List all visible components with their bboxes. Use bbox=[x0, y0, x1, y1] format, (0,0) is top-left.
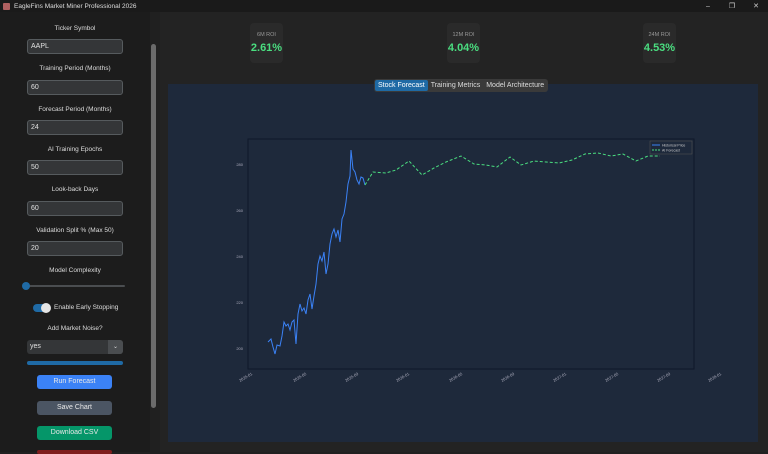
historical-price-line bbox=[267, 149, 366, 355]
app-icon bbox=[3, 2, 10, 10]
validation-split-input[interactable]: 20 bbox=[27, 241, 123, 256]
svg-text:260: 260 bbox=[236, 208, 243, 213]
y-axis: 280 260 240 220 200 bbox=[236, 162, 243, 351]
svg-text:2026-05: 2026-05 bbox=[448, 371, 464, 383]
progress-bar bbox=[27, 361, 123, 365]
market-noise-select[interactable]: yes bbox=[27, 340, 123, 354]
forecast-period-input[interactable]: 24 bbox=[27, 120, 123, 135]
roi-label: 12M ROI bbox=[452, 32, 475, 38]
roi-card-12m: 12M ROI 4.04% bbox=[447, 23, 480, 63]
restore-button[interactable]: ❐ bbox=[728, 3, 736, 10]
forecast-period-label: Forecast Period (Months) bbox=[38, 106, 112, 113]
svg-text:AI Forecast: AI Forecast bbox=[662, 149, 680, 153]
roi-label: 6M ROI bbox=[257, 32, 276, 38]
ticker-input[interactable]: AAPL bbox=[27, 39, 123, 54]
roi-card-6m: 6M ROI 2.61% bbox=[250, 23, 283, 63]
x-axis: 2025-01 2025-05 2025-09 2026-01 2026-05 … bbox=[238, 371, 723, 383]
svg-text:2025-09: 2025-09 bbox=[344, 371, 360, 383]
forecast-chart: 280 260 240 220 200 2025-01 2025-05 2025… bbox=[236, 138, 723, 383]
roi-value: 2.61% bbox=[250, 42, 283, 54]
download-csv-button[interactable]: Download CSV bbox=[37, 426, 112, 440]
svg-text:Historical Price: Historical Price bbox=[662, 144, 685, 148]
run-forecast-button[interactable]: Run Forecast bbox=[37, 375, 112, 389]
roi-label: 24M ROI bbox=[648, 32, 671, 38]
model-complexity-slider[interactable] bbox=[25, 285, 125, 287]
tab-training-metrics[interactable]: Training Metrics bbox=[430, 82, 481, 89]
training-period-label: Training Period (Months) bbox=[39, 65, 111, 72]
roi-card-24m: 24M ROI 4.53% bbox=[643, 23, 676, 63]
save-chart-button[interactable]: Save Chart bbox=[37, 401, 112, 415]
svg-text:2025-05: 2025-05 bbox=[292, 371, 308, 383]
svg-text:2026-09: 2026-09 bbox=[500, 371, 516, 383]
window-title: EagleFins Market Miner Professional 2026 bbox=[14, 2, 137, 10]
chart-panel: 280 260 240 220 200 2025-01 2025-05 2025… bbox=[168, 84, 758, 442]
minimize-button[interactable]: – bbox=[706, 2, 710, 10]
chevron-down-icon[interactable]: ⌄ bbox=[108, 340, 123, 354]
svg-text:280: 280 bbox=[236, 162, 243, 167]
svg-text:2027-01: 2027-01 bbox=[552, 371, 568, 383]
ai-forecast-line bbox=[364, 152, 660, 186]
svg-text:2027-09: 2027-09 bbox=[656, 371, 672, 383]
market-noise-label: Add Market Noise? bbox=[47, 325, 103, 332]
svg-text:2026-01: 2026-01 bbox=[395, 371, 411, 383]
roi-value: 4.53% bbox=[643, 42, 676, 54]
lookback-input[interactable]: 60 bbox=[27, 201, 123, 216]
sidebar-scrollbar[interactable] bbox=[151, 44, 156, 408]
svg-text:2027-05: 2027-05 bbox=[604, 371, 620, 383]
chart-tabs: Stock Forecast Training Metrics Model Ar… bbox=[374, 79, 549, 92]
svg-text:240: 240 bbox=[236, 254, 243, 259]
roi-value: 4.04% bbox=[447, 42, 480, 54]
lookback-label: Look-back Days bbox=[51, 186, 99, 193]
ticker-label: Ticker Symbol bbox=[54, 25, 96, 32]
chart-legend: Historical Price AI Forecast bbox=[649, 140, 693, 155]
svg-text:200: 200 bbox=[236, 346, 243, 351]
tab-stock-forecast[interactable]: Stock Forecast bbox=[375, 80, 428, 91]
close-button[interactable]: ✕ bbox=[753, 3, 759, 10]
early-stopping-label: Enable Early Stopping bbox=[54, 304, 119, 311]
svg-text:220: 220 bbox=[236, 300, 243, 305]
model-complexity-label: Model Complexity bbox=[49, 267, 101, 274]
slider-handle[interactable] bbox=[22, 282, 30, 290]
training-period-input[interactable]: 60 bbox=[27, 80, 123, 95]
svg-text:2028-01: 2028-01 bbox=[707, 371, 723, 383]
title-bar: EagleFins Market Miner Professional 2026… bbox=[0, 0, 768, 12]
epochs-input[interactable]: 50 bbox=[27, 160, 123, 175]
validation-split-label: Validation Split % (Max 50) bbox=[36, 227, 114, 234]
toggle-knob[interactable] bbox=[41, 303, 51, 313]
extra-button-partial[interactable] bbox=[37, 450, 112, 454]
epochs-label: AI Training Epochs bbox=[47, 146, 103, 153]
tab-model-architecture[interactable]: Model Architecture bbox=[486, 82, 545, 89]
svg-text:2025-01: 2025-01 bbox=[238, 371, 254, 383]
